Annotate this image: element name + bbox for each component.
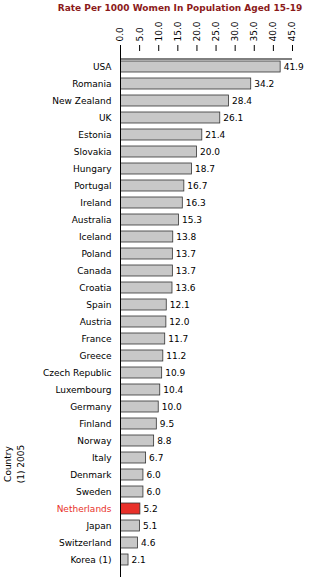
svg-text:18.7: 18.7 (195, 164, 215, 174)
svg-text:Norway: Norway (77, 436, 112, 446)
svg-text:11.7: 11.7 (168, 334, 188, 344)
svg-text:Czech Republic: Czech Republic (43, 368, 112, 378)
svg-text:9.5: 9.5 (160, 419, 174, 429)
svg-text:13.7: 13.7 (176, 249, 196, 259)
html-text:Rate Per 1000 Women In Populat: Rate Per 1000 Women In Population Aged 1… (57, 3, 303, 13)
svg-text:Portugal: Portugal (74, 181, 111, 191)
svg-text:2.1: 2.1 (132, 555, 146, 565)
svg-text:5.2: 5.2 (143, 504, 157, 514)
svg-text:Croatia: Croatia (79, 283, 111, 293)
svg-text:New Zealand: New Zealand (52, 96, 111, 106)
svg-text:20.0: 20.0 (192, 21, 202, 41)
svg-text:Canada: Canada (77, 266, 111, 276)
svg-text:Netherlands: Netherlands (57, 504, 112, 514)
svg-text:45.0: 45.0 (287, 21, 297, 41)
svg-text:Slovakia: Slovakia (74, 147, 112, 157)
svg-text:Austria: Austria (80, 317, 112, 327)
svg-text:10.0: 10.0 (154, 21, 164, 41)
svg-text:41.9: 41.9 (284, 62, 304, 72)
svg-text:4.6: 4.6 (141, 538, 156, 548)
svg-text:5.1: 5.1 (143, 521, 157, 531)
svg-text:(1) 2005: (1) 2005 (16, 445, 26, 484)
svg-text:France: France (82, 334, 112, 344)
svg-text:Japan: Japan (85, 521, 111, 531)
svg-text:13.8: 13.8 (176, 232, 196, 242)
svg-text:15.3: 15.3 (182, 215, 202, 225)
svg-text:6.0: 6.0 (146, 487, 161, 497)
svg-text:13.7: 13.7 (176, 266, 196, 276)
svg-text:Sweden: Sweden (76, 487, 112, 497)
svg-text:35.0: 35.0 (249, 21, 259, 41)
svg-text:16.7: 16.7 (187, 181, 207, 191)
svg-text:16.3: 16.3 (186, 198, 206, 208)
svg-text:25.0: 25.0 (211, 21, 221, 41)
svg-text:0.0: 0.0 (115, 27, 125, 42)
svg-text:Ireland: Ireland (80, 198, 111, 208)
svg-text:34.2: 34.2 (254, 79, 274, 89)
svg-text:10.0: 10.0 (162, 402, 182, 412)
svg-text:10.4: 10.4 (163, 385, 183, 395)
svg-text:21.4: 21.4 (205, 130, 225, 140)
svg-text:26.1: 26.1 (223, 113, 243, 123)
svg-text:15.0: 15.0 (173, 21, 183, 41)
svg-text:6.0: 6.0 (146, 470, 161, 480)
svg-text:13.6: 13.6 (175, 283, 195, 293)
svg-text:Spain: Spain (86, 300, 111, 310)
svg-text:Korea (1): Korea (1) (70, 555, 111, 565)
svg-text:Poland: Poland (81, 249, 111, 259)
svg-text:Greece: Greece (79, 351, 111, 361)
svg-text:30.0: 30.0 (230, 21, 240, 41)
svg-text:28.4: 28.4 (232, 96, 252, 106)
svg-text:12.1: 12.1 (170, 300, 190, 310)
svg-text:10.9: 10.9 (165, 368, 185, 378)
svg-text:5.0: 5.0 (134, 27, 144, 42)
svg-text:Iceland: Iceland (79, 232, 112, 242)
svg-text:8.8: 8.8 (157, 436, 172, 446)
svg-text:Italy: Italy (92, 453, 112, 463)
svg-text:Country: Country (3, 445, 13, 481)
svg-text:UK: UK (99, 113, 113, 123)
svg-text:Denmark: Denmark (70, 470, 112, 480)
svg-text:Switzerland: Switzerland (59, 538, 112, 548)
svg-text:Germany: Germany (70, 402, 112, 412)
svg-text:USA: USA (93, 62, 112, 72)
svg-text:20.0: 20.0 (200, 147, 220, 157)
svg-text:40.0: 40.0 (268, 21, 278, 41)
svg-text:Finland: Finland (79, 419, 111, 429)
svg-text:Hungary: Hungary (73, 164, 112, 174)
svg-text:11.2: 11.2 (166, 351, 186, 361)
svg-text:Luxembourg: Luxembourg (55, 385, 111, 395)
svg-text:6.7: 6.7 (149, 453, 163, 463)
svg-text:Australia: Australia (72, 215, 112, 225)
svg-text:Estonia: Estonia (78, 130, 111, 140)
svg-text:Romania: Romania (72, 79, 111, 89)
svg-text:12.0: 12.0 (169, 317, 189, 327)
